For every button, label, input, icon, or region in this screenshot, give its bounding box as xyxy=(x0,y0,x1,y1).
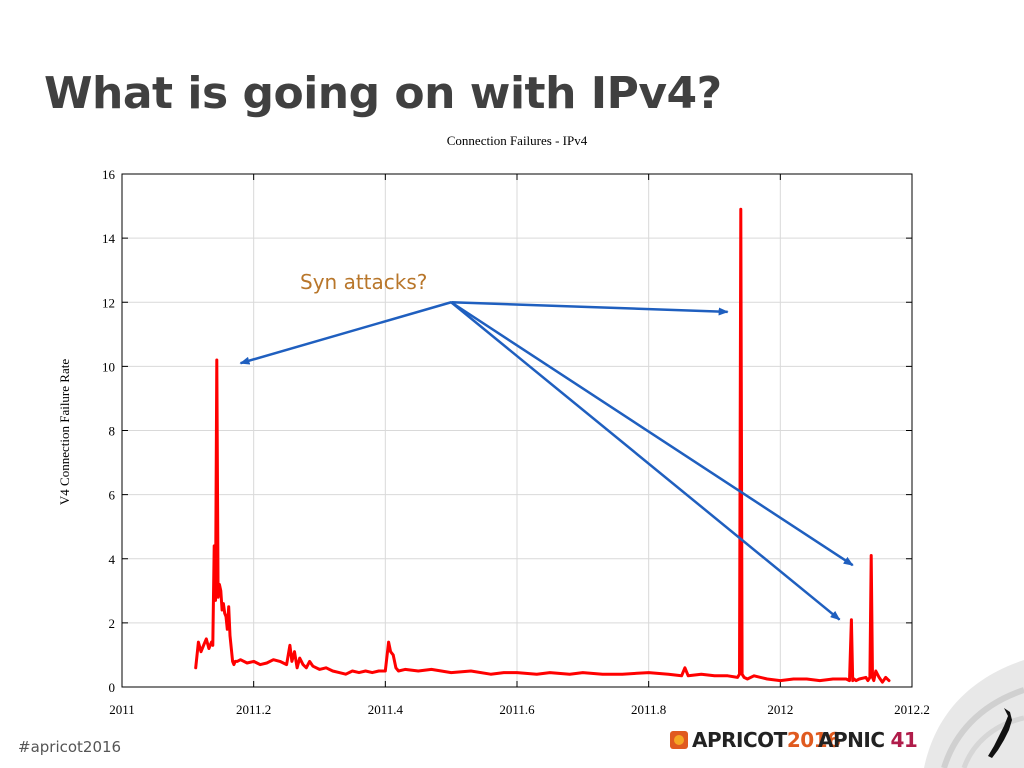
x-tick-label: 2011.4 xyxy=(368,702,404,717)
apnic-number: 41 xyxy=(890,728,918,752)
y-tick-label: 14 xyxy=(102,231,116,246)
y-tick-label: 12 xyxy=(102,295,115,310)
apricot-logo: APRICOT2016 xyxy=(670,728,841,752)
annotation-arrow xyxy=(451,301,729,316)
chart-title: Connection Failures - IPv4 xyxy=(446,133,588,148)
x-tick-labels: 2011 2011.2 2011.4 2011.6 2011.8 2012 2012.2 xyxy=(109,702,930,717)
x-tick-label: 2011.8 xyxy=(631,702,666,717)
y-tick-label: 16 xyxy=(102,167,116,182)
grid xyxy=(122,174,912,687)
series-line xyxy=(194,207,891,684)
series-group xyxy=(194,207,891,684)
annotation-syn-attacks: Syn attacks? xyxy=(300,270,427,294)
apricot-wordmark: APRICOT xyxy=(692,728,787,752)
x-tick-label: 2011.6 xyxy=(499,702,535,717)
apnic-logo: APNIC 41 xyxy=(818,728,918,752)
apricot-logo-text: APRICOT2016 xyxy=(692,728,841,752)
x-tick-label: 2012.2 xyxy=(894,702,930,717)
x-tick-label: 2012 xyxy=(767,702,793,717)
x-tick-label: 2011 xyxy=(109,702,135,717)
y-tick-label: 0 xyxy=(109,680,116,695)
annotation-arrow xyxy=(239,301,452,365)
apnic-wordmark: APNIC xyxy=(818,728,885,752)
y-tick-labels: 0 2 4 6 8 10 12 14 16 xyxy=(102,167,116,695)
x-tick-label: 2011.2 xyxy=(236,702,271,717)
y-tick-label: 8 xyxy=(109,424,116,439)
footer-hashtag: #apricot2016 xyxy=(18,738,122,756)
apricot-year: 2016 xyxy=(786,728,841,752)
y-tick-label: 10 xyxy=(102,359,115,374)
y-tick-label: 6 xyxy=(109,488,116,503)
annotation-arrows xyxy=(239,301,854,621)
apricot-icon xyxy=(670,731,688,749)
annotation-arrow xyxy=(450,301,841,621)
plot-border xyxy=(121,173,913,688)
y-tick-label: 2 xyxy=(109,616,116,631)
annotation-arrow xyxy=(450,301,854,567)
new-zealand-decoration-icon xyxy=(924,660,1024,768)
y-axis-label: V4 Connection Failure Rate xyxy=(57,359,72,505)
plot-frame xyxy=(121,173,913,688)
y-tick-label: 4 xyxy=(109,552,116,567)
slide-title: What is going on with IPv4? xyxy=(44,68,722,119)
